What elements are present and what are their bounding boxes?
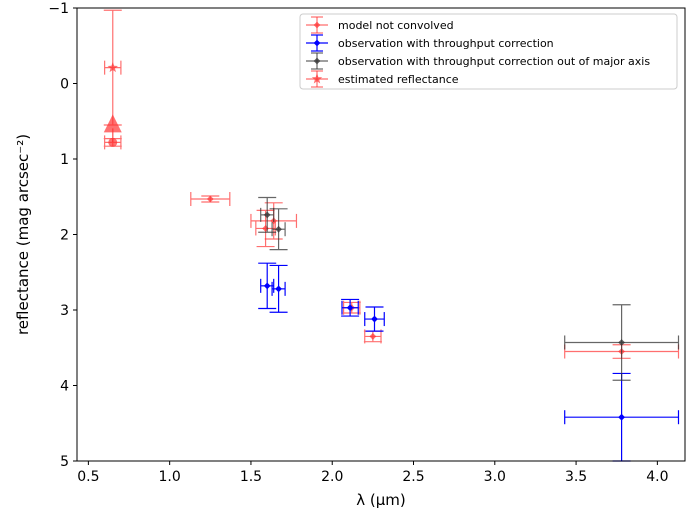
x-tick-label-7: 4.0	[646, 469, 668, 485]
series-1-point-3-errorbar	[364, 306, 385, 332]
legend-entry-0-label: model not convolved	[338, 19, 454, 32]
series-2-point-1-marker	[275, 225, 282, 233]
series-1-point-0-marker	[263, 282, 271, 290]
y-tick-label-2: 1	[60, 152, 69, 168]
series-0	[190, 192, 680, 359]
series-1	[258, 262, 680, 462]
x-tick-label-5: 3.0	[484, 469, 506, 485]
x-tick-label-1: 1.0	[159, 469, 181, 485]
y-tick-label-5: 4	[60, 379, 69, 395]
y-tick-label-3: 2	[60, 228, 69, 244]
legend: model not convolved observation with thro…	[299, 13, 678, 90]
x-tick-label-3: 2.0	[321, 469, 343, 485]
legend-entry-0-marker	[313, 21, 321, 29]
series-2-point-2-marker	[618, 339, 625, 346]
x-tick-label-6: 3.5	[565, 469, 587, 485]
x-tick-label-0: 0.5	[77, 469, 99, 485]
legend-entry-3: estimated reflectance	[306, 70, 459, 88]
legend-entry-2-marker	[313, 57, 321, 65]
series-1-point-4-marker	[618, 413, 625, 421]
legend-entry-1-label: observation with throughput correction	[338, 37, 554, 50]
series-0-point-1-marker	[262, 225, 269, 232]
legend-entry-3-marker	[311, 73, 323, 84]
legend-entry-1: observation with throughput correction	[306, 34, 554, 52]
series-1-point-2-marker	[346, 304, 354, 312]
series-0-point-4-marker	[369, 333, 377, 340]
x-tick-label-4: 2.5	[402, 469, 424, 485]
y-tick-label-1: 0	[60, 77, 69, 93]
legend-entry-2: observation with throughput correction o…	[306, 52, 650, 70]
legend-entry-2-label: observation with throughput correction o…	[338, 55, 650, 68]
series-3-point-0-marker	[107, 62, 118, 73]
y-tick-label-6: 5	[60, 454, 69, 470]
series-3	[103, 9, 122, 126]
legend-entry-1-marker	[313, 39, 321, 47]
legend-box	[299, 13, 678, 90]
x-axis-label: λ (μm)	[356, 491, 406, 509]
x-tick-label-2: 1.5	[240, 469, 262, 485]
y-tick-label-0: −1	[48, 1, 69, 17]
y-tick-label-4: 3	[60, 303, 69, 319]
series-2-point-0-marker	[263, 211, 271, 219]
legend-entry-0: model not convolved	[306, 16, 454, 34]
series-0-point-0-marker	[206, 195, 214, 203]
series-2	[258, 196, 680, 381]
series-1-point-3-marker	[371, 315, 378, 323]
series-1-point-1-marker	[275, 285, 282, 293]
axes: 0.5 1.0 1.5 2.0 2.5 3.0 3.5 4.0 −1 0 1 2 3 4 5 λ (μm) re…	[14, 1, 686, 509]
extra-mark-1-head	[103, 114, 122, 133]
legend-entry-3-label: estimated reflectance	[338, 73, 459, 86]
y-axis-label: reflectance (mag arcsec⁻²)	[14, 134, 32, 335]
plot-area	[103, 9, 680, 462]
